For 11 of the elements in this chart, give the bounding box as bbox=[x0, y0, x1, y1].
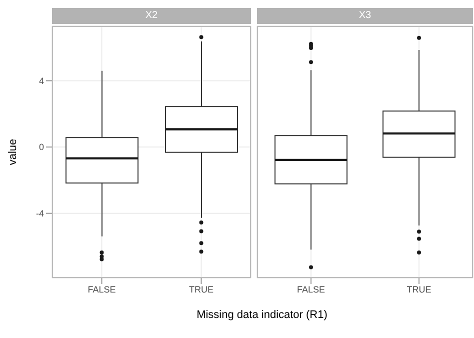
y-axis-title: value bbox=[6, 138, 19, 166]
y-tick-label: -4 bbox=[36, 208, 44, 219]
x-tick-label: TRUE bbox=[406, 284, 432, 294]
chart-title: X2 bbox=[52, 8, 251, 24]
x-axis-title: Missing data indicator (R1) bbox=[196, 309, 328, 321]
x-tick-label: FALSE bbox=[296, 284, 326, 294]
x-tick-label: TRUE bbox=[189, 284, 214, 294]
y-tick-label: 4 bbox=[38, 76, 44, 86]
y-tick-label: 0 bbox=[38, 142, 44, 152]
chart-title: X3 bbox=[257, 8, 473, 24]
x-tick-label: FALSE bbox=[88, 284, 116, 294]
